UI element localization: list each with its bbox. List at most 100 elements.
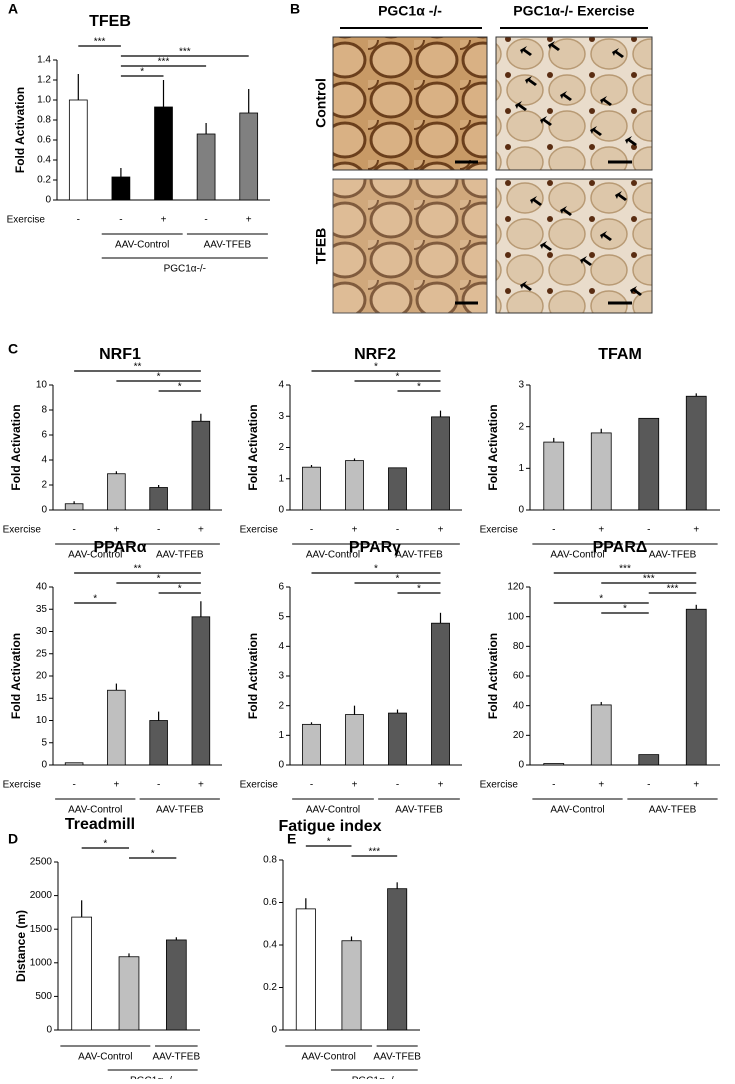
y-tick-label: 0.4 [37, 155, 51, 166]
y-tick-label: 0.6 [37, 135, 51, 146]
y-tick-label: 1 [518, 463, 524, 474]
sig-label: * [327, 837, 331, 848]
group-label: AAV-TFEB [395, 550, 443, 561]
group-label: PGC1α -/- [130, 1076, 175, 1079]
y-tick-label: 20 [513, 730, 525, 741]
y-tick-label: 2 [41, 480, 47, 491]
y-tick-label: 1 [278, 730, 284, 741]
bar [638, 754, 660, 766]
arrow [560, 91, 572, 101]
bar [543, 441, 565, 511]
y-tick-label: 3 [518, 380, 524, 391]
bar [191, 420, 211, 511]
x-tick-label: + [598, 525, 604, 536]
y-axis-label: Distance (m) [14, 910, 28, 982]
bar [387, 888, 408, 1031]
sig-label: * [157, 574, 161, 585]
arrow [590, 126, 602, 136]
sig-label: ** [134, 564, 142, 575]
y-tick-label: 100 [507, 611, 524, 622]
bar [302, 466, 321, 511]
column-header: PGC1α-/- Exercise [513, 3, 635, 19]
arrow [525, 76, 537, 86]
x-tick-label: - [157, 525, 160, 536]
sig-label: * [417, 382, 421, 393]
y-tick-label: 0.8 [37, 115, 51, 126]
y-tick-label: 0 [518, 505, 524, 516]
y-tick-label: 0 [278, 760, 284, 771]
sig-label: * [599, 594, 603, 605]
row-label: Exercise [480, 780, 519, 791]
x-tick-label: - [552, 525, 555, 536]
y-tick-label: 1.0 [37, 95, 51, 106]
arrow [540, 116, 552, 126]
sig-label: * [374, 564, 378, 575]
chart-title: PPARγ [349, 539, 401, 556]
sig-label: * [374, 362, 378, 373]
arrow [625, 136, 637, 146]
scale-bars [455, 160, 632, 305]
bar [191, 616, 211, 766]
bar [239, 112, 259, 201]
bar [68, 99, 88, 201]
x-tick-label: - [204, 215, 207, 226]
y-tick-label: 30 [36, 626, 48, 637]
chart-title: TFEB [89, 13, 131, 30]
group-label: PGC1α -/- [352, 1076, 397, 1079]
sig-label: ** [134, 362, 142, 373]
row-header: Control [313, 78, 329, 128]
y-axis-label: Fold Activation [486, 633, 500, 719]
y-tick-label: 0 [46, 1025, 52, 1036]
y-tick-label: 2 [278, 700, 284, 711]
y-axis-label: Fold Activation [9, 404, 23, 490]
bar [107, 689, 126, 766]
y-tick-label: 5 [278, 611, 284, 622]
sig-label: * [178, 584, 182, 595]
bar [388, 467, 407, 511]
sig-label: * [396, 574, 400, 585]
bar [107, 473, 126, 511]
row-label: Exercise [240, 525, 279, 536]
bar [590, 432, 612, 511]
x-tick-label: + [598, 780, 604, 791]
panel-label: D [8, 831, 18, 847]
sig-label: * [140, 67, 144, 78]
x-tick-label: + [352, 780, 358, 791]
y-tick-label: 35 [36, 604, 48, 615]
bar [149, 487, 168, 511]
y-tick-label: 0.4 [263, 940, 277, 951]
y-tick-label: 2 [518, 421, 524, 432]
arrow [600, 231, 612, 241]
x-tick-label: - [157, 780, 160, 791]
bar [64, 762, 84, 766]
x-tick-label: + [246, 215, 252, 226]
column-header: PGC1α -/- [378, 3, 442, 19]
y-tick-label: 0 [278, 505, 284, 516]
group-label: AAV-TFEB [395, 805, 443, 816]
group-label: AAV-Control [306, 550, 360, 561]
y-tick-label: 0.2 [263, 982, 277, 993]
arrow [612, 48, 624, 58]
y-tick-label: 10 [36, 715, 48, 726]
bar [64, 503, 84, 511]
group-label: AAV-Control [550, 805, 604, 816]
bar [431, 416, 450, 511]
sig-label: *** [158, 57, 170, 68]
group-label: AAV-TFEB [649, 805, 697, 816]
x-tick-label: - [552, 780, 555, 791]
group-label: AAV-Control [550, 550, 604, 561]
row-label: Exercise [7, 215, 46, 226]
y-tick-label: 0 [41, 760, 47, 771]
y-tick-label: 8 [41, 405, 47, 416]
group-label: AAV-Control [78, 1052, 132, 1063]
row-label: Exercise [480, 525, 519, 536]
y-tick-label: 1000 [30, 957, 53, 968]
bar [543, 763, 565, 766]
bar [388, 712, 407, 766]
x-tick-label: + [198, 780, 204, 791]
y-tick-label: 3 [278, 411, 284, 422]
sig-label: *** [643, 574, 655, 585]
arrow [630, 286, 642, 296]
group-label: AAV-Control [68, 550, 122, 561]
